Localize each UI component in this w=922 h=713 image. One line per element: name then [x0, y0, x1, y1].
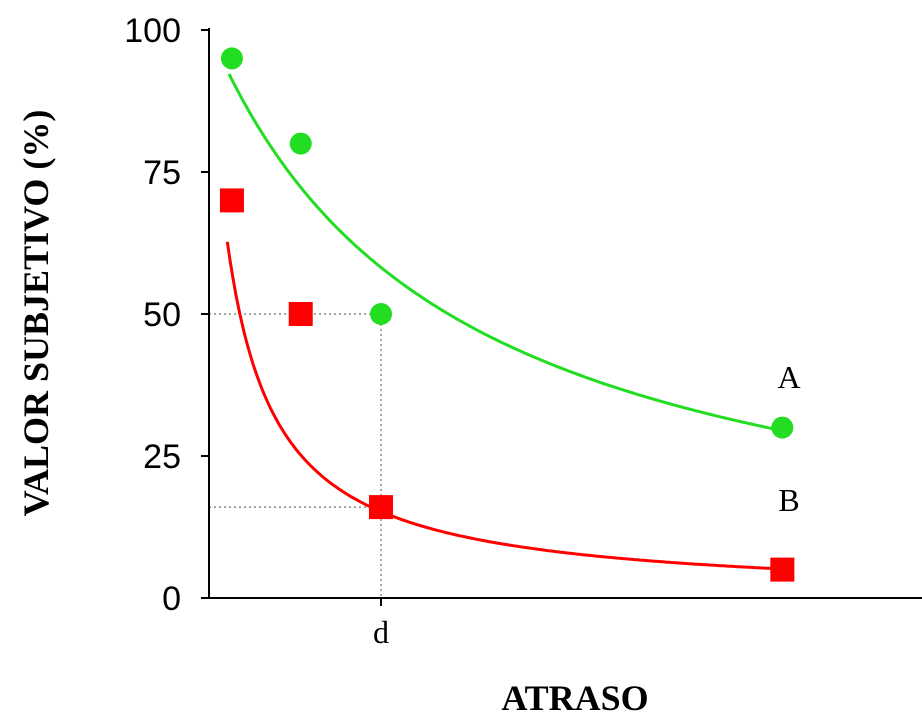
x-tick-label-d: d — [373, 614, 389, 650]
curve-a — [227, 73, 783, 433]
point-a-0 — [220, 47, 243, 70]
markers — [219, 47, 795, 582]
y-ticks: 0 25 50 75 100 — [124, 12, 382, 618]
point-b-3 — [770, 557, 795, 582]
y-axis-title: VALOR SUBJETIVO (%) — [16, 110, 56, 517]
y-tick-label-4: 100 — [124, 12, 181, 50]
curves — [225, 73, 783, 571]
point-a-1 — [289, 132, 312, 155]
y-tick-label-1: 25 — [143, 438, 181, 476]
y-tick-label-2: 50 — [143, 296, 181, 334]
y-tick-label-0: 0 — [162, 580, 181, 618]
x-axis-title: ATRASO — [501, 678, 648, 713]
series-label-a: A — [777, 359, 800, 395]
y-tick-label-3: 75 — [143, 154, 181, 192]
point-a-2 — [370, 303, 392, 325]
curve-b — [225, 241, 781, 571]
point-b-2 — [369, 495, 393, 520]
point-a-3 — [771, 416, 794, 439]
ref-lines — [209, 313, 382, 598]
point-b-1 — [288, 302, 313, 326]
series-label-b: B — [778, 482, 799, 518]
point-b-0 — [219, 188, 244, 213]
